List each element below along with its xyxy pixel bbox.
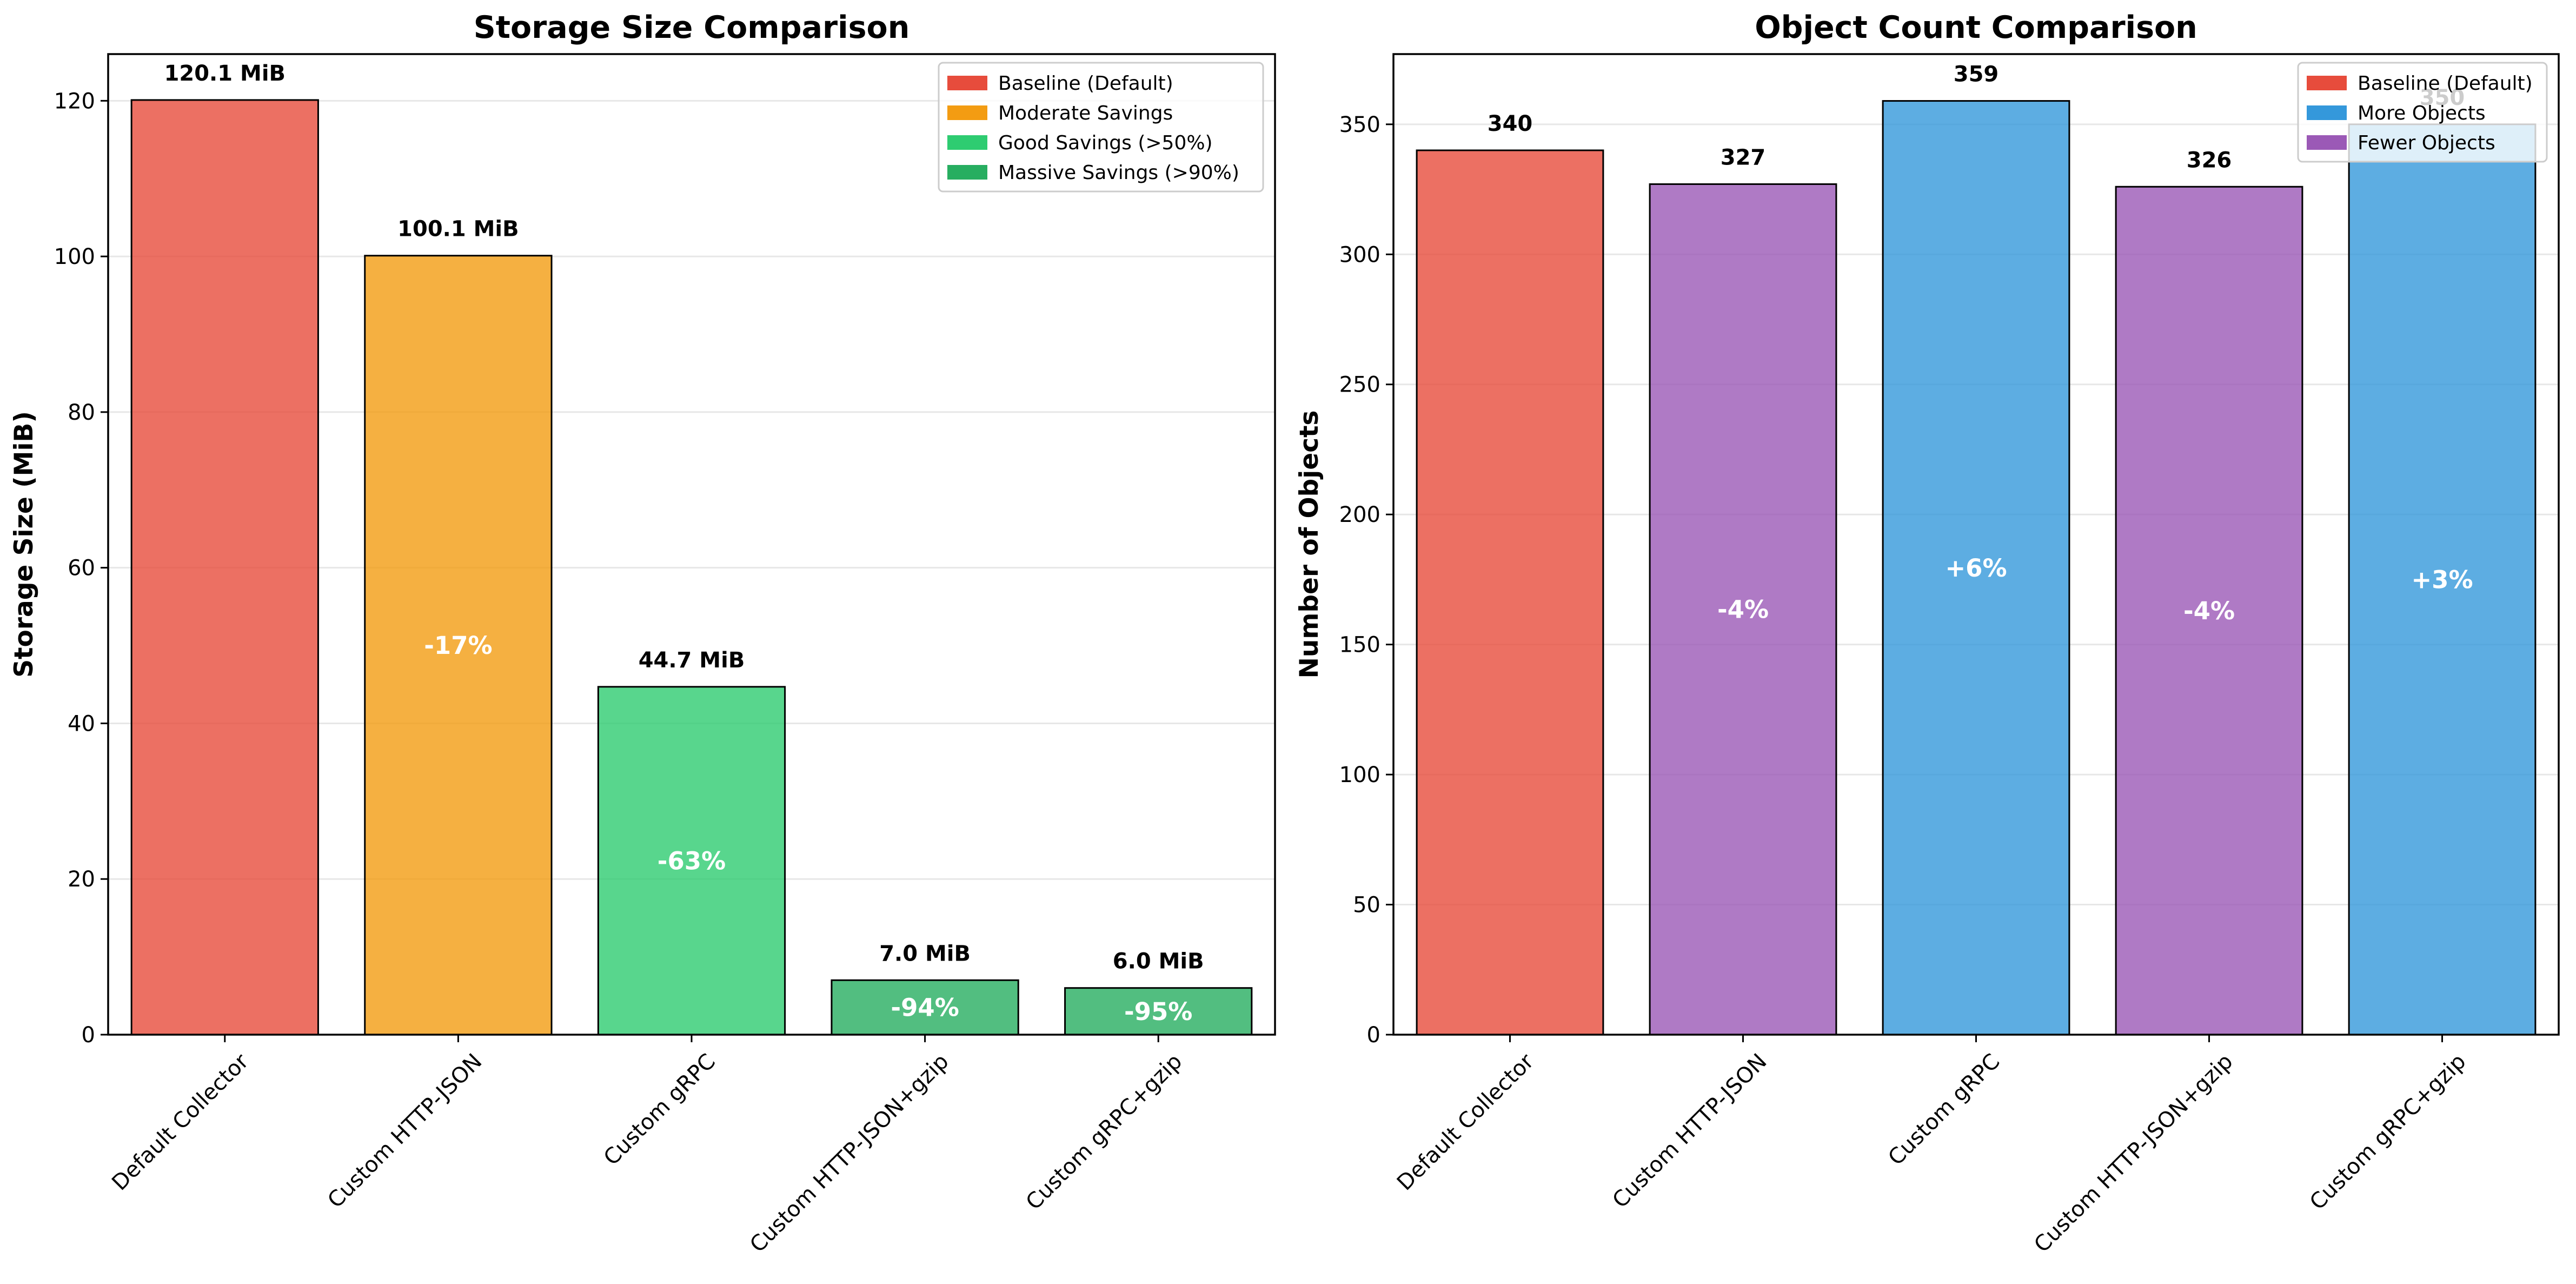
- chart-title: Storage Size Comparison: [474, 10, 910, 45]
- legend-box: [2297, 62, 2548, 163]
- value-label: 44.7 MiB: [639, 648, 745, 673]
- value-label: 327: [1721, 145, 1766, 170]
- y-tick-label: 80: [68, 400, 95, 425]
- y-tick-label: 40: [68, 711, 95, 736]
- legend-label: Baseline (Default): [2358, 72, 2533, 95]
- y-tick-label: 60: [68, 556, 95, 581]
- y-tick-label: 100: [1339, 763, 1380, 787]
- value-label: 6.0 MiB: [1113, 949, 1204, 974]
- legend-label: Moderate Savings: [998, 102, 1173, 124]
- legend-swatch: [2307, 105, 2347, 120]
- percent-label: +3%: [2411, 565, 2473, 594]
- legend: Baseline (Default) More Objects Fewer Obje…: [2297, 62, 2548, 163]
- percent-label: +6%: [1945, 554, 2007, 583]
- y-tick-label: 50: [1353, 893, 1380, 918]
- legend-swatch: [947, 105, 987, 120]
- legend-label: Good Savings (>50%): [998, 132, 1213, 154]
- value-label: 7.0 MiB: [879, 941, 971, 966]
- bar: [130, 99, 319, 1036]
- value-label: 100.1 MiB: [397, 217, 519, 242]
- bar: [597, 686, 786, 1036]
- bar: [1882, 100, 2070, 1036]
- x-tick-label: Custom gRPC+gzip: [2305, 1049, 2471, 1215]
- bar: [2348, 123, 2537, 1036]
- percent-label: -63%: [658, 846, 726, 875]
- y-tick-label: 350: [1339, 112, 1380, 137]
- percent-label: -4%: [1717, 595, 1769, 624]
- x-tick-label: Custom gRPC: [1883, 1049, 2004, 1170]
- legend-label: More Objects: [2358, 102, 2486, 124]
- y-tick-label: 0: [82, 1023, 95, 1048]
- bar: [2115, 186, 2303, 1036]
- legend-swatch: [2307, 135, 2347, 150]
- y-axis-label: Number of Objects: [1294, 411, 1324, 679]
- y-axis-label: Storage Size (MiB): [9, 411, 39, 678]
- y-tick-label: 300: [1339, 242, 1380, 267]
- x-tick-label: Custom HTTP-JSON+gzip: [2029, 1049, 2238, 1257]
- y-tick-label: 0: [1367, 1023, 1380, 1048]
- percent-label: -17%: [424, 631, 492, 660]
- y-tick-label: 100: [54, 244, 95, 269]
- legend-label: Fewer Objects: [2358, 132, 2495, 154]
- legend-label: Baseline (Default): [998, 72, 1173, 95]
- x-tick-label: Default Collector: [1392, 1049, 1539, 1195]
- value-label: 359: [1954, 62, 1999, 87]
- legend-swatch: [947, 76, 987, 90]
- legend-label: Massive Savings (>90%): [998, 162, 1239, 184]
- x-tick-label: Custom HTTP-JSON: [1608, 1049, 1771, 1213]
- x-tick-label: Default Collector: [107, 1049, 254, 1195]
- percent-label: -4%: [2183, 597, 2235, 625]
- x-tick-label: Custom HTTP-JSON+gzip: [745, 1049, 953, 1257]
- bar: [1649, 183, 1837, 1036]
- value-label: 326: [2187, 148, 2232, 173]
- x-tick-label: Custom gRPC: [599, 1049, 720, 1170]
- legend: Baseline (Default) Moderate Savings Good S…: [938, 62, 1264, 193]
- legend-swatch: [2307, 76, 2347, 90]
- y-tick-label: 20: [68, 867, 95, 892]
- chart-panel-2: 0 50 100 150 200 250 300 350 Default Collector Cu…: [1294, 10, 2560, 1257]
- legend-swatch: [947, 165, 987, 180]
- bar: [364, 255, 553, 1036]
- y-tick-label: 120: [54, 89, 95, 114]
- chart-panel-1: 0 20 40 60 80 100 120 Default Collector Custom H…: [9, 10, 1276, 1257]
- value-label: 340: [1488, 111, 1533, 136]
- y-tick-label: 200: [1339, 502, 1380, 527]
- x-tick-label: Custom gRPC+gzip: [1021, 1049, 1187, 1215]
- bar: [1064, 987, 1253, 1036]
- percent-label: -95%: [1124, 997, 1192, 1026]
- y-tick-label: 250: [1339, 373, 1380, 398]
- legend-box: [938, 62, 1264, 193]
- legend-swatch: [947, 135, 987, 150]
- bar: [1416, 149, 1604, 1036]
- percent-label: -94%: [891, 994, 959, 1022]
- x-tick-label: Custom HTTP-JSON: [323, 1049, 487, 1213]
- value-label: 120.1 MiB: [164, 61, 286, 86]
- chart-title: Object Count Comparison: [1755, 10, 2197, 45]
- y-tick-label: 150: [1339, 633, 1380, 658]
- bar: [831, 979, 1019, 1036]
